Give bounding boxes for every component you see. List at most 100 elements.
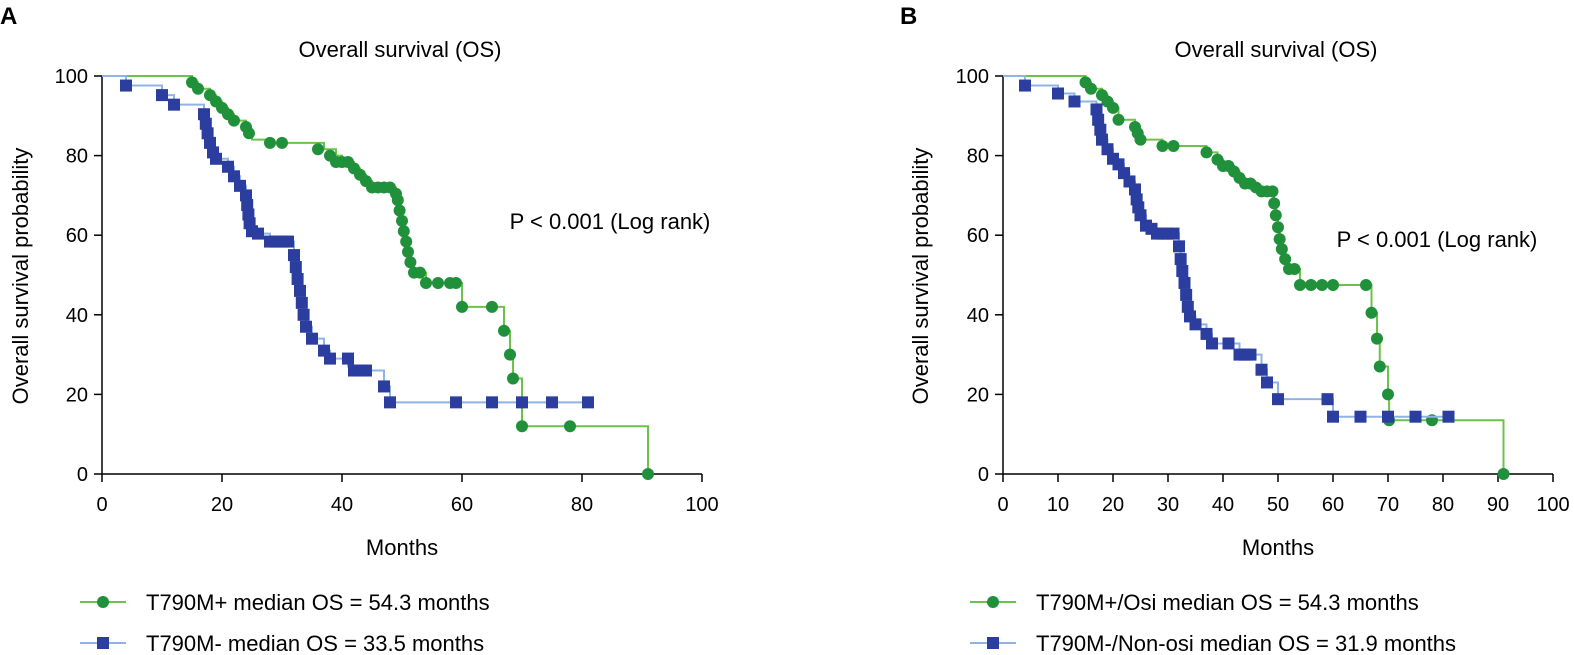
panel-a-data-point [252, 227, 264, 240]
panel-b-data-point [1085, 82, 1097, 95]
panel-b-data-point [1272, 221, 1284, 234]
panel-a-data-point [282, 235, 294, 248]
panel-b-data-point [1382, 388, 1394, 401]
panel-a-data-point [642, 468, 654, 480]
panel-a-data-point [324, 352, 336, 365]
panel-b-data-point [1288, 263, 1301, 276]
panel-a-data-point [504, 348, 516, 361]
panel-b-data-point [1321, 393, 1334, 406]
panel-b-series-negative [1003, 75, 1455, 423]
panel-b-data-point [1266, 185, 1279, 198]
panel-b-survival-curve [1003, 75, 1505, 474]
panel-a-x-tick-label: 20 [211, 494, 233, 516]
panel-a-legend-marker [97, 596, 109, 608]
panel-b-x-tick-label: 40 [1212, 494, 1234, 516]
panel-b-data-point [1442, 410, 1455, 423]
panel-a-p-value: P < 0.001 (Log rank) [510, 209, 711, 234]
panel-b-data-point [1222, 337, 1235, 350]
panel-b-data-point [1092, 113, 1105, 126]
panel-b-data-point [1354, 410, 1367, 423]
panel-b-data-point [1200, 327, 1213, 340]
panel-a-data-point [516, 420, 528, 433]
panel-a-data-point [582, 396, 594, 409]
panel-a-legend-marker [97, 637, 109, 649]
panel-a-data-point [397, 225, 410, 238]
panel-a-series-positive [102, 75, 654, 480]
panel-a-data-point [204, 136, 216, 149]
panel-a-title: Overall survival (OS) [299, 37, 502, 62]
panel-b-legend-item: T790M+/Osi median OS = 54.3 months [970, 590, 1419, 615]
panel-a-data-point [288, 249, 300, 262]
panel-a-data-point [486, 300, 498, 313]
panel-b-data-point [1178, 276, 1191, 289]
panel-a-data-point [241, 198, 254, 211]
panel-a-x-tick-label: 40 [331, 494, 353, 516]
panel-a-data-point [228, 114, 240, 127]
panel-b-legend-marker [987, 637, 999, 649]
panel-a-data-point [291, 272, 304, 285]
panel-b-legend-marker [987, 596, 999, 608]
panel-b-data-point [1327, 278, 1339, 291]
panel-a-data-point [192, 82, 204, 95]
panel-b-data-point [1273, 233, 1286, 246]
panel-a-data-point [432, 276, 444, 289]
panel-a-data-point [456, 300, 468, 313]
panel-b-data-point [1167, 140, 1180, 153]
panel-a-data-point [342, 352, 354, 365]
panel-b-data-point [1101, 143, 1114, 156]
panel-a: A Overall survival (OS) 0 20 40 60 80 100 0 20 40 6… [0, 3, 719, 655]
panel-b: B Overall survival (OS) 0 20 40 60 80 100 0 10 20 3… [900, 3, 1570, 655]
panel-a-data-point [402, 245, 414, 258]
panel-a-legend-label: T790M- median OS = 33.5 months [146, 631, 484, 655]
panel-a-data-point [546, 396, 558, 409]
panel-a-data-point [120, 79, 132, 92]
panel-a-legend-item: T790M+ median OS = 54.3 months [80, 590, 490, 615]
panel-b-x-tick-label: 20 [1102, 494, 1124, 516]
panel-a-data-point [378, 380, 390, 393]
panel-b-data-point [1255, 363, 1268, 376]
panel-b-data-point [1107, 101, 1119, 114]
panel-a-data-point [210, 152, 222, 165]
panel-b-x-tick-label: 70 [1377, 494, 1399, 516]
panel-a-data-point [294, 284, 306, 297]
panel-b-data-point [1052, 87, 1064, 100]
panel-b-data-point [1180, 288, 1193, 301]
panel-a-data-point [198, 108, 210, 121]
panel-b-data-point [1174, 253, 1187, 266]
panel-b-data-point [1272, 393, 1284, 406]
panel-a-data-point [450, 396, 462, 409]
panel-b-x-tick-label: 0 [997, 494, 1008, 516]
panel-b-data-point [1294, 278, 1306, 291]
panel-a-series-negative [102, 75, 594, 409]
panel-b-data-point [1206, 337, 1218, 350]
panel-b-y-axis-title: Overall survival probability [908, 148, 933, 405]
panel-a-data-point [507, 372, 519, 385]
panel-a-data-point [201, 127, 214, 140]
panel-b-letter: B [900, 3, 917, 30]
panel-a-legend-label: T790M+ median OS = 54.3 months [146, 590, 490, 615]
panel-b-data-point [1360, 278, 1372, 291]
panel-b-data-point [1316, 278, 1328, 291]
panel-b-data-point [1019, 79, 1031, 92]
panel-a-data-point [384, 396, 396, 409]
panel-a-data-point [396, 214, 408, 227]
panel-a-data-point [486, 396, 498, 409]
panel-b-data-point [1112, 113, 1125, 126]
panel-b-data-point [1129, 183, 1141, 196]
panel-a-data-point [234, 179, 246, 192]
panel-a-x-tick-label: 60 [451, 494, 473, 516]
panel-a-data-point [199, 117, 212, 130]
panel-b-data-point [1167, 227, 1180, 240]
panel-a-data-point [312, 143, 324, 156]
panel-b-data-point [1068, 95, 1081, 108]
panel-b-data-point [1156, 140, 1169, 153]
panel-b-data-point [1094, 123, 1107, 136]
panel-a-data-point [414, 266, 426, 279]
panel-b-x-tick-label: 80 [1432, 494, 1454, 516]
panel-a-data-point [276, 136, 288, 149]
panel-b-legend-label: T790M+/Osi median OS = 54.3 months [1036, 590, 1419, 615]
panel-b-data-point [1275, 243, 1288, 256]
panel-a-legend-item: T790M- median OS = 33.5 months [80, 631, 484, 655]
panel-a-data-point [168, 98, 180, 111]
